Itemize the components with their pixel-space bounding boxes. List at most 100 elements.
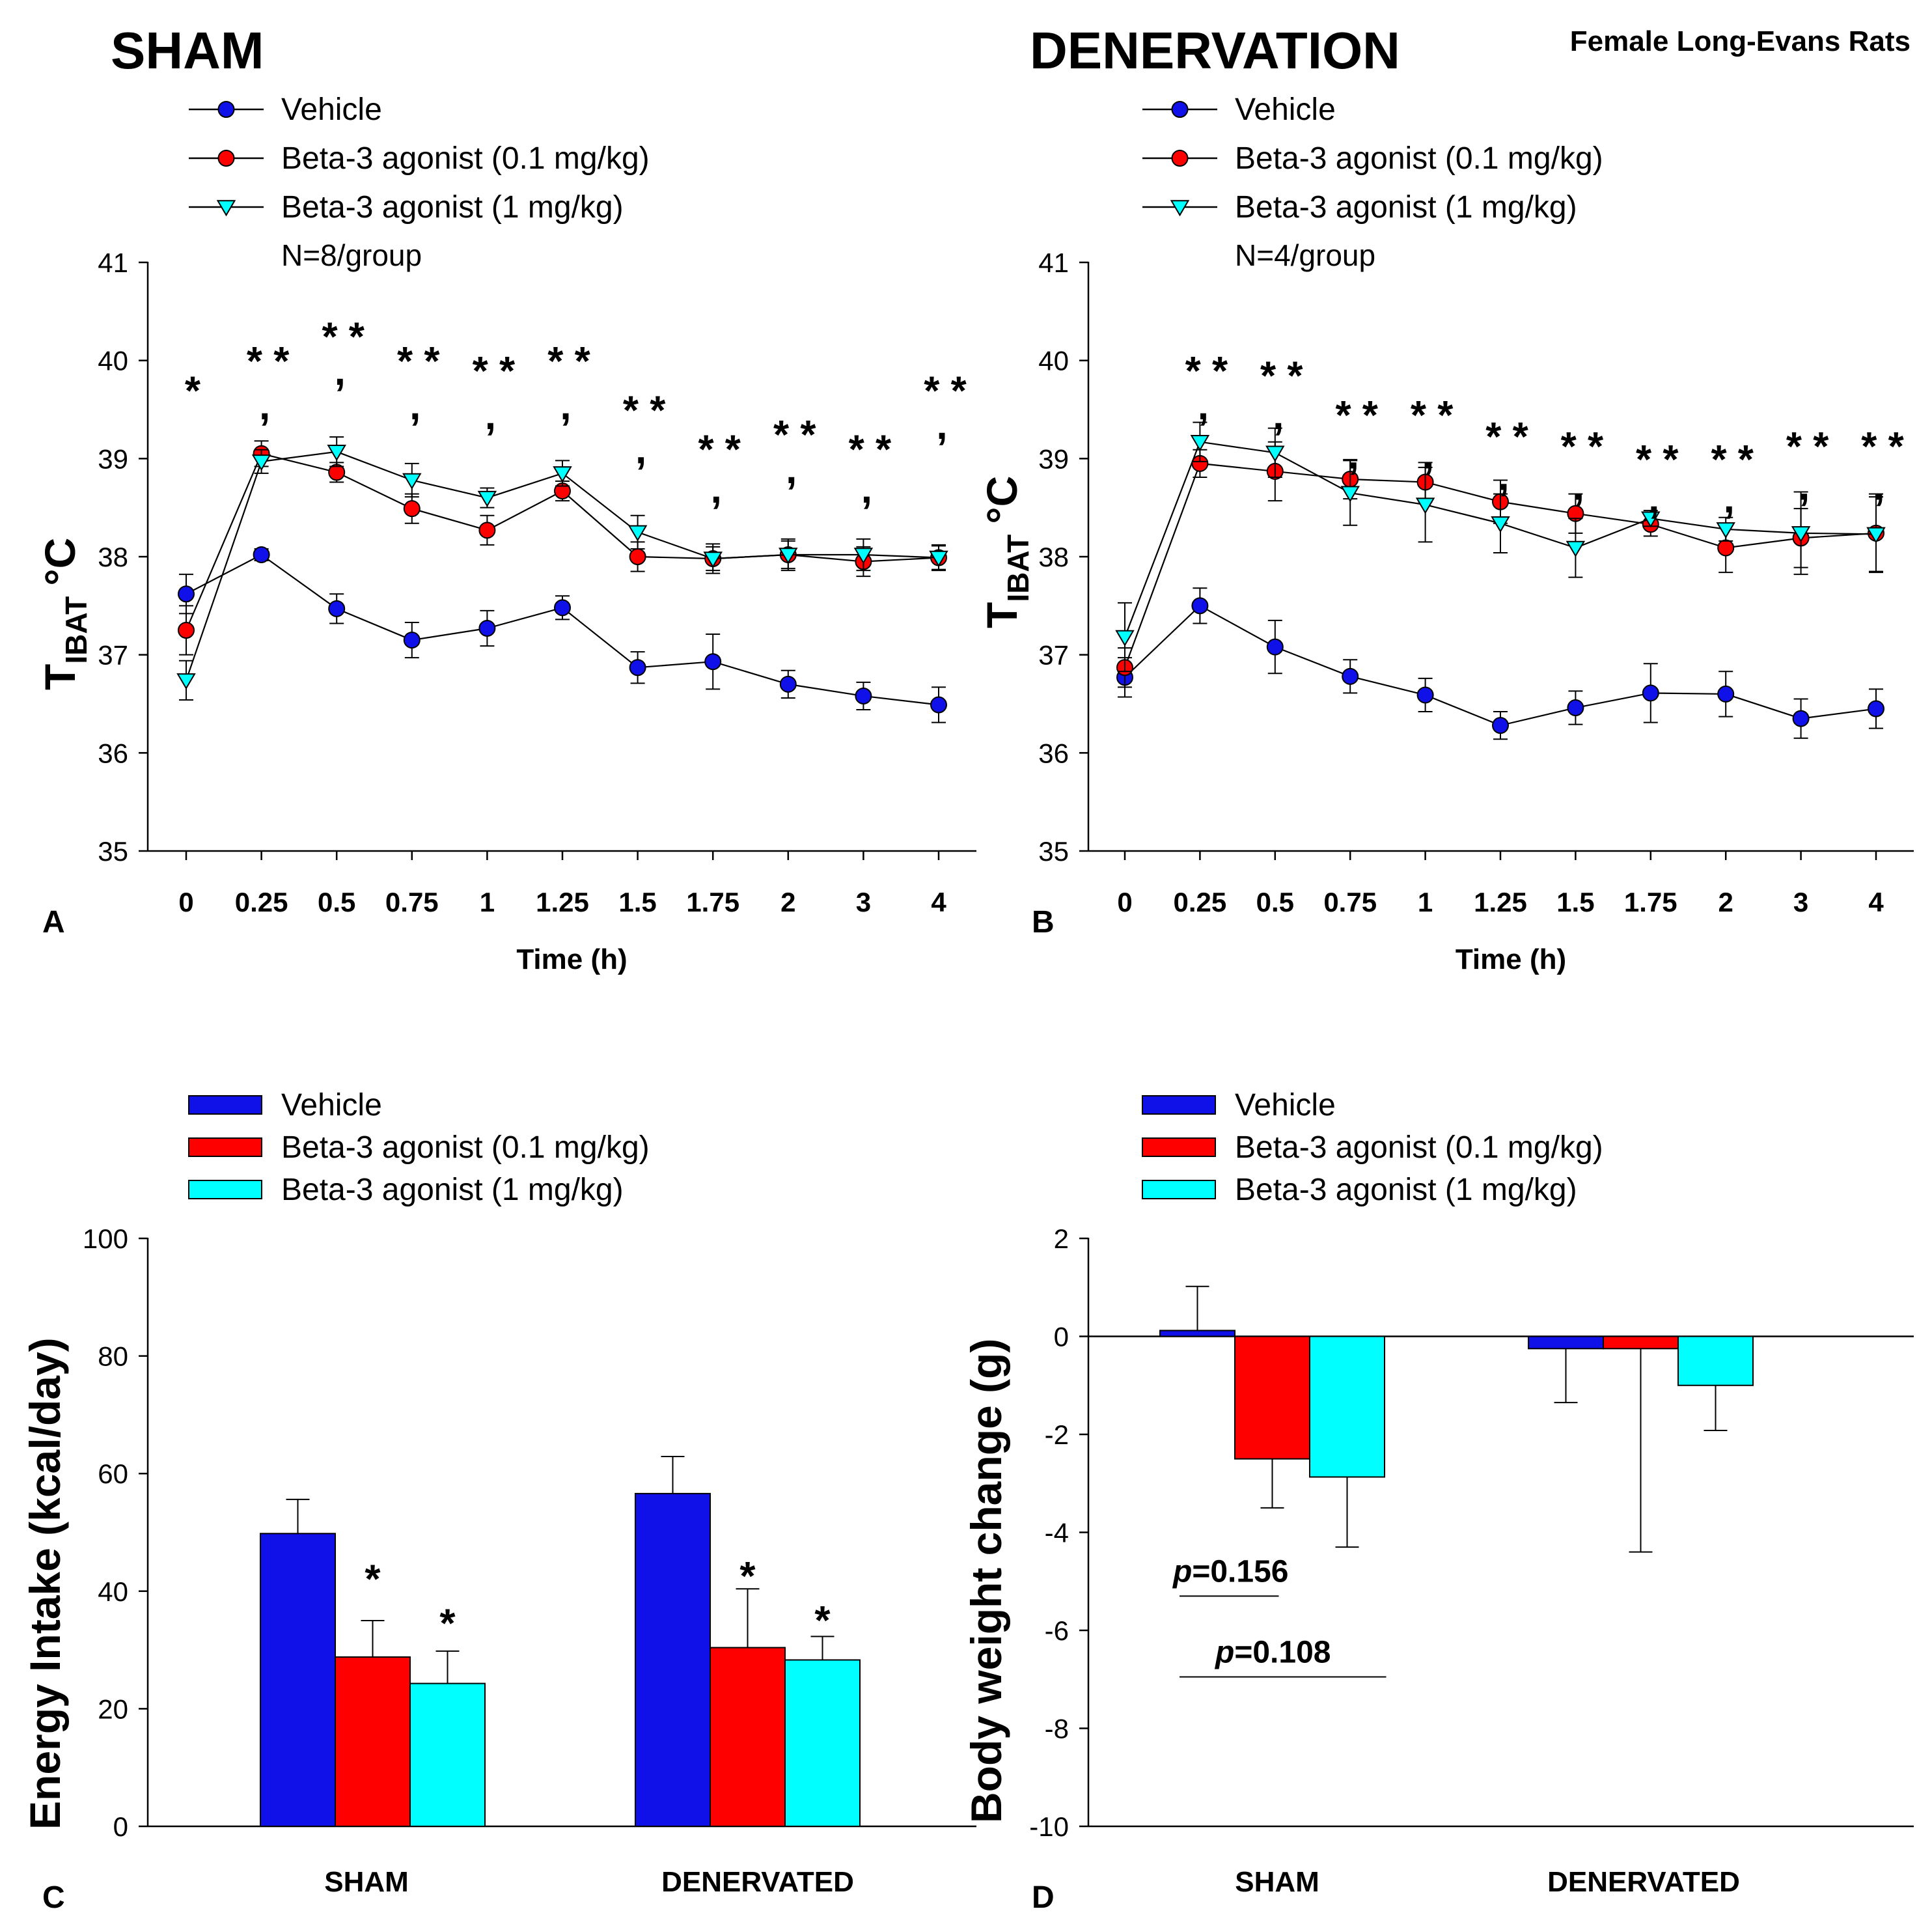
significance-mark: , <box>1648 477 1659 522</box>
legend-swatch-low <box>1142 1137 1216 1157</box>
figure-title: Female Long-Evans Rats <box>1570 25 1911 57</box>
legend-marker-low <box>1171 150 1189 167</box>
p-label: p <box>1172 1554 1192 1589</box>
data-point-vehicle <box>1266 638 1284 656</box>
data-point-high <box>176 673 196 690</box>
significance-mark: , <box>335 349 346 394</box>
legend-marker-vehicle <box>1171 101 1189 118</box>
y-tick-label: 80 <box>98 1341 128 1372</box>
significance-mark: * * <box>1411 393 1454 438</box>
data-point-low <box>178 622 195 639</box>
significance-mark: * * <box>1185 349 1228 394</box>
significance-mark: * * <box>1260 354 1303 399</box>
y-tick-label: -10 <box>1029 1811 1069 1842</box>
n-label: N=4/group <box>1235 238 1375 272</box>
significance-mark: , <box>1498 454 1509 499</box>
data-point-high <box>1566 540 1586 557</box>
x-tick-label: 0 <box>1117 887 1132 917</box>
bar-high <box>1309 1335 1385 1478</box>
data-point-vehicle <box>855 687 872 704</box>
y-tick-label: 37 <box>98 640 128 671</box>
significance-mark: , <box>711 467 722 512</box>
legend-marker-vehicle <box>217 101 235 118</box>
significance-mark: * * <box>1561 425 1604 469</box>
y-axis-title-main: T <box>978 602 1026 628</box>
panel-c-bar-chart: Vehicle Beta-3 agonist (0.1 mg/kg) Beta-3 … <box>21 1088 976 1915</box>
significance-mark: * * <box>1711 438 1754 482</box>
legend-label-low: Beta-3 agonist (0.1 mg/kg) <box>281 1130 650 1165</box>
legend-label-low: Beta-3 agonist (0.1 mg/kg) <box>1235 141 1603 176</box>
significance-mark: * * <box>773 413 816 458</box>
x-tick-label: 0.25 <box>235 887 288 917</box>
data-point-high <box>1190 434 1210 452</box>
significance-mark: * * <box>547 339 590 384</box>
series-high <box>176 436 948 701</box>
significance-mark: , <box>1573 464 1584 509</box>
data-point-vehicle <box>629 659 646 676</box>
x-tick-label: 0 <box>178 887 193 917</box>
x-tick-label: 1.75 <box>686 887 739 917</box>
significance-mark: * * <box>924 369 967 413</box>
y-tick-label: 40 <box>1038 346 1069 376</box>
significance-mark: * * <box>1335 393 1378 438</box>
data-point-high <box>1866 527 1886 544</box>
bar-vehicle <box>1528 1335 1604 1350</box>
p-label: p <box>1214 1635 1234 1669</box>
data-point-vehicle <box>478 619 496 637</box>
chart-title: DENERVATION <box>1030 21 1400 79</box>
data-point-high <box>402 473 422 490</box>
bar-high <box>409 1682 486 1828</box>
x-category-label: SHAM <box>1235 1866 1319 1898</box>
y-axis-title-main: T <box>36 664 84 690</box>
data-point-vehicle <box>704 653 722 671</box>
x-tick-label: 2 <box>780 887 795 917</box>
legend-label-low: Beta-3 agonist (0.1 mg/kg) <box>1235 1130 1603 1165</box>
panel-letter: B <box>1032 905 1055 940</box>
n-label: N=8/group <box>281 238 422 272</box>
data-point-high <box>327 445 346 462</box>
x-tick-label: 0.5 <box>1256 887 1294 917</box>
bar-low <box>1603 1335 1679 1350</box>
legend-label-high: Beta-3 agonist (1 mg/kg) <box>281 1173 624 1207</box>
y-tick-label: 40 <box>98 1576 128 1607</box>
y-tick-label: 0 <box>113 1811 128 1842</box>
significance-mark: , <box>1273 393 1284 438</box>
y-tick-label: 100 <box>83 1223 128 1254</box>
panel-b-line-chart: DENERVATION N=4/group B Vehicle Beta-3 agoni… <box>978 21 1914 975</box>
x-tick-label: 0.75 <box>385 887 439 917</box>
significance-mark: * <box>814 1598 831 1643</box>
panel-letter: C <box>42 1880 65 1915</box>
x-tick-label: 0.5 <box>318 887 355 917</box>
significance-mark: , <box>259 383 270 428</box>
y-tick-label: 35 <box>98 836 128 867</box>
data-point-vehicle <box>1792 710 1810 727</box>
data-point-high <box>477 490 497 507</box>
significance-mark: * <box>365 1557 381 1602</box>
data-point-vehicle <box>178 585 195 603</box>
y-axis-title-unit: °C <box>36 538 84 586</box>
x-tick-label: 4 <box>931 887 946 917</box>
x-tick-label: 1.25 <box>536 887 589 917</box>
data-point-vehicle <box>1191 597 1209 615</box>
y-axis-title: Energy Intake (kcal/day) <box>21 1337 69 1830</box>
y-axis-title-sub: IBAT <box>59 596 93 664</box>
y-axis-title: Body weight change (g) <box>962 1339 1010 1823</box>
series-high <box>1115 421 1886 673</box>
data-point-high <box>1115 630 1135 647</box>
data-point-high <box>929 550 948 567</box>
significance-mark: , <box>1198 383 1209 428</box>
p-value: =0.156 <box>1192 1554 1288 1589</box>
data-point-high <box>1641 511 1661 528</box>
y-tick-label: 20 <box>98 1694 128 1724</box>
data-point-high <box>628 525 648 542</box>
x-tick-label: 2 <box>1718 887 1733 917</box>
y-tick-label: 35 <box>1038 836 1069 867</box>
data-point-high <box>1340 486 1360 503</box>
panel-a-line-chart: SHAM N=8/group A Vehicle Beta-3 agonist (0.1… <box>36 21 976 975</box>
p-value-label: p=0.156 <box>1172 1554 1288 1589</box>
data-point-vehicle <box>328 600 346 617</box>
panel-d-bar-chart: Vehicle Beta-3 agonist (0.1 mg/kg) Beta-3 … <box>962 1088 1914 1915</box>
y-tick-label: 38 <box>1038 542 1069 572</box>
y-tick-label: 41 <box>98 247 128 278</box>
